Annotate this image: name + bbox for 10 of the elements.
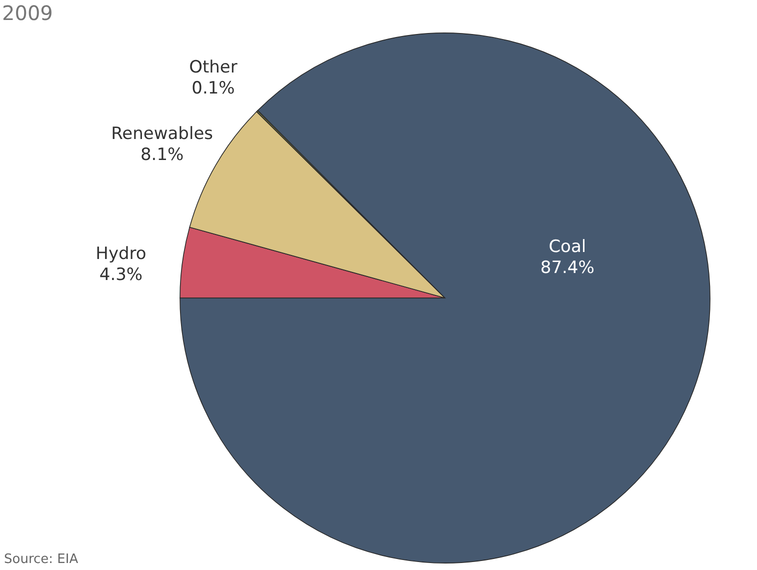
data-label: 0.1%: [192, 78, 235, 98]
data-label: 8.1%: [140, 145, 184, 166]
chart-title: 2009: [2, 1, 53, 25]
data-label: 87.4%: [540, 258, 594, 278]
source-note: Source: EIA: [4, 552, 78, 567]
slice-label: Coal: [548, 237, 586, 258]
slice-label: Renewables: [111, 124, 214, 144]
slice-label: Other: [189, 57, 238, 78]
data-label: 4.3%: [99, 264, 143, 285]
slice-label: Hydro: [96, 244, 146, 264]
